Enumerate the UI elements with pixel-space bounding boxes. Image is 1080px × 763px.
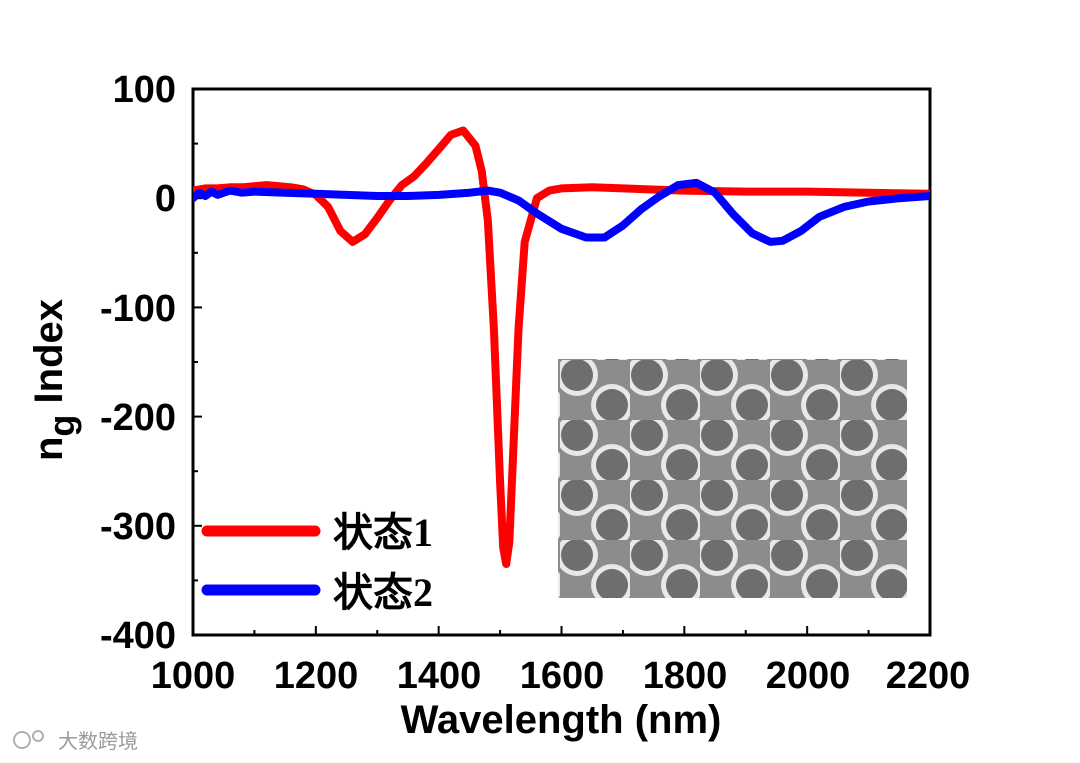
y-axis-title: ng Index: [27, 299, 82, 461]
x-tick-label: 2200: [886, 655, 971, 697]
x-tick-label: 2000: [766, 655, 851, 697]
y-tick-labels: 100 0 -100 -200 -300 -400: [100, 69, 176, 657]
y-tick-label: 100: [113, 69, 176, 111]
x-tick-label: 1000: [151, 655, 236, 697]
y-tick-label: 0: [155, 178, 176, 220]
inset-sem-image: [558, 359, 907, 598]
y-tick-label: -400: [100, 615, 176, 657]
x-tick-label: 1200: [274, 655, 359, 697]
watermark: 大数跨境: [13, 729, 138, 753]
legend-label-series1: 状态1: [333, 510, 433, 555]
x-tick-labels: 1000 1200 1400 1600 1800 2000 2200: [151, 655, 971, 697]
y-axis-title-sub: g: [41, 415, 82, 437]
y-tick-label: -100: [100, 288, 176, 330]
legend: 状态1 状态2: [201, 510, 433, 615]
series-group: [193, 126, 930, 568]
x-tick-label: 1800: [643, 655, 728, 697]
x-tick-label: 1600: [520, 655, 605, 697]
y-tick-label: -200: [100, 397, 176, 439]
x-axis-title: Wavelength (nm): [401, 698, 722, 742]
legend-label-series2: 状态2: [333, 570, 433, 615]
x-tick-label: 1400: [397, 655, 482, 697]
y-tick-label: -300: [100, 506, 176, 548]
y-axis-title-main: n: [27, 437, 71, 461]
y-axis-title-rest: Index: [27, 299, 71, 415]
watermark-text: 大数跨境: [58, 729, 138, 753]
svg-text:ng Index: ng Index: [27, 299, 82, 461]
series-line-2: [193, 178, 930, 246]
watermark-logo-icon: [13, 731, 31, 749]
series-line-1: [193, 126, 930, 568]
